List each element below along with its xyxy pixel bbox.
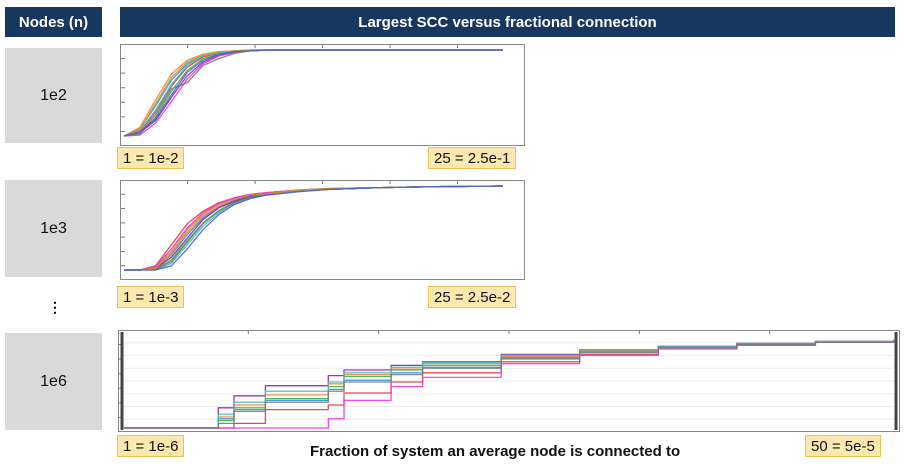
x-axis-caption: Fraction of system an average node is co… [310, 443, 681, 460]
row-ellipsis: ⋮ [48, 299, 62, 315]
chart-1e3 [120, 180, 525, 280]
nodes-header: Nodes (n) [5, 7, 102, 37]
x-start-label-1e6: 1 = 1e-6 [117, 435, 185, 457]
chart-title: Largest SCC versus fractional connection [358, 13, 657, 31]
x-start-label-1e3: 1 = 1e-3 [117, 286, 185, 308]
nodes-header-label: Nodes (n) [18, 13, 89, 31]
series-line [124, 185, 504, 271]
plot-frame [120, 180, 525, 280]
row-label-text: 1e2 [40, 86, 67, 104]
row-label-1e6: 1e6 [5, 333, 102, 430]
row-label-1e2: 1e2 [5, 48, 102, 143]
x-start-label-1e2: 1 = 1e-2 [117, 147, 185, 169]
x-end-label-1e2: 25 = 2.5e-1 [428, 147, 517, 169]
chart-1e2 [120, 44, 525, 146]
x-end-label-1e6: 50 = 5e-5 [805, 435, 881, 457]
series-line [124, 340, 895, 429]
chart-title-bar: Largest SCC versus fractional connection [120, 7, 895, 37]
plot-frame [120, 44, 525, 146]
row-label-1e3: 1e3 [5, 180, 102, 277]
x-end-label-1e3: 25 = 2.5e-2 [428, 286, 517, 308]
series-line [123, 49, 503, 137]
row-label-text: 1e3 [40, 219, 67, 237]
chart-1e6 [118, 330, 900, 432]
row-label-text: 1e6 [40, 372, 67, 390]
